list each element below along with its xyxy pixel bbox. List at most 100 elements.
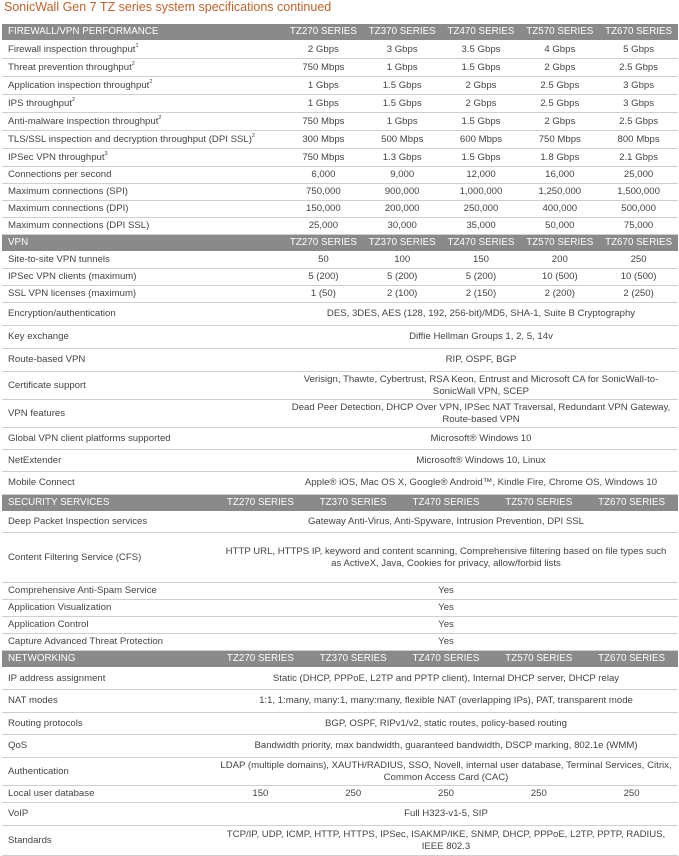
cell-value: Apple® iOS, Mac OS X, Google® Android™, …	[304, 477, 658, 489]
row-label: IPS throughput2	[2, 96, 284, 112]
cell-value: 1,500,000	[617, 186, 660, 198]
row-label-text: Anti-malware inspection throughput	[8, 115, 159, 127]
cell-value: 250	[623, 788, 640, 800]
table-row: IPSec VPN throughput3 750 Mbps 1.3 Gbps 1.5…	[2, 149, 678, 167]
cell-value: 1.5 Gbps	[461, 61, 501, 73]
column-header: TZ570 SERIES	[526, 237, 594, 249]
section-security: SECURITY SERVICES TZ270 SERIES TZ370 SERIE…	[2, 495, 678, 651]
cell-value: Verisign, Thawte, Cybertrust, RSA Keon, …	[303, 374, 659, 397]
cell-value: 1:1, 1:many, many:1, many:many, flexible…	[259, 695, 633, 707]
cell-value: BGP, OSPF, RIPv1/v2, static routes, poli…	[325, 717, 567, 729]
row-label-text: Maximum connections (DPI)	[8, 203, 129, 215]
row-label: Threat prevention throughput2	[2, 60, 284, 76]
section-firewall: FIREWALL/VPN PERFORMANCE TZ270 SERIES TZ37…	[2, 24, 678, 235]
cell-value: 2 Gbps	[307, 43, 339, 55]
cell-value: LDAP (multiple domains), XAUTH/RADIUS, S…	[220, 760, 672, 783]
table-row: Threat prevention throughput2 750 Mbps 1 G…	[2, 59, 678, 77]
cell-value: 1 Gbps	[307, 97, 339, 109]
cell-value: 750 Mbps	[302, 115, 345, 127]
column-header: TZ670 SERIES	[605, 26, 673, 38]
cell-value: 750,000	[306, 186, 341, 198]
table-row: TLS/SSL inspection and decryption throug…	[2, 131, 678, 149]
row-label: Application inspection throughput2	[2, 78, 284, 94]
row-label: Application Visualization	[2, 600, 214, 616]
cell-value: 150	[472, 254, 489, 266]
cell-value: 2.1 Gbps	[619, 151, 659, 163]
section-vpn: VPN TZ270 SERIES TZ370 SERIES TZ470 SERIES T…	[2, 235, 678, 495]
cell-value: 1,250,000	[538, 186, 582, 198]
cell-value: DES, 3DES, AES (128, 192, 256-bit)/MD5, …	[326, 308, 636, 320]
cell-value: 2 Gbps	[544, 61, 576, 73]
row-label: Application Control	[2, 617, 214, 633]
cell-value: 30,000	[387, 220, 417, 232]
cell-value: Static (DHCP, PPPoE, L2TP and PPTP clien…	[272, 672, 620, 684]
table-row: Certificate support Verisign, Thawte, Cyb…	[2, 372, 678, 400]
cell-value: 3 Gbps	[623, 97, 655, 109]
cell-value: 35,000	[466, 220, 496, 232]
cell-value: 1.5 Gbps	[382, 79, 422, 91]
cell-value: 6,000	[311, 169, 336, 181]
row-label-text: Application Visualization	[8, 602, 112, 614]
row-label-text: Maximum connections (SPI)	[8, 186, 128, 198]
cell-value: HTTP URL, HTTPS IP, keyword and content …	[225, 546, 667, 569]
table-row: NAT modes 1:1, 1:many, many:1, many:many,…	[2, 690, 678, 713]
cell-value: 3 Gbps	[386, 43, 418, 55]
row-label: Comprehensive Anti-Spam Service	[2, 583, 214, 599]
cell-value: 800 Mbps	[617, 133, 660, 145]
table-row: Global VPN client platforms supported Mic…	[2, 428, 678, 450]
footnote-marker: 2	[131, 60, 135, 67]
row-label-text: TLS/SSL inspection and decryption throug…	[8, 133, 252, 145]
column-header: TZ470 SERIES	[412, 497, 480, 509]
column-header: TZ270 SERIES	[289, 26, 357, 38]
row-label: SSL VPN licenses (maximum)	[2, 286, 284, 302]
section-header: VPN TZ270 SERIES TZ370 SERIES TZ470 SERIES T…	[2, 235, 678, 252]
cell-value: 4 Gbps	[544, 43, 576, 55]
column-header: TZ470 SERIES	[412, 653, 480, 665]
row-label-text: Encryption/authentication	[8, 308, 116, 320]
table-row: Application Visualization Yes	[2, 600, 678, 617]
section-header: SECURITY SERVICES TZ270 SERIES TZ370 SERIE…	[2, 495, 678, 512]
row-label: VPN features	[2, 406, 284, 422]
cell-value: 75,000	[623, 220, 654, 232]
cell-value: 2.5 Gbps	[619, 61, 659, 73]
row-label: Encryption/authentication	[2, 306, 284, 322]
table-row: QoS Bandwidth priority, max bandwidth, gu…	[2, 735, 678, 758]
cell-value: 25,000	[308, 220, 339, 232]
cell-value: 1.5 Gbps	[382, 97, 422, 109]
cell-value: 2 Gbps	[465, 79, 497, 91]
cell-value: 1.3 Gbps	[382, 151, 422, 163]
table-row: Connections per second 6,000 9,000 12,000 16…	[2, 167, 678, 184]
cell-value: 16,000	[545, 169, 575, 181]
cell-value: 2 (100)	[386, 288, 418, 300]
cell-value: Bandwidth priority, max bandwidth, guara…	[254, 740, 638, 752]
row-label: Key exchange	[2, 329, 284, 345]
cell-value: Full H323-v1-5, SIP	[404, 808, 488, 820]
row-label: IPSec VPN throughput3	[2, 150, 284, 166]
row-label-text: Application Control	[8, 619, 89, 631]
row-label: Mobile Connect	[2, 475, 284, 491]
row-label-text: IPSec VPN throughput	[8, 151, 105, 163]
cell-value: 750 Mbps	[302, 151, 345, 163]
table-row: Mobile Connect Apple® iOS, Mac OS X, Goog…	[2, 472, 678, 495]
row-label: Firewall inspection throughput1	[2, 42, 284, 58]
cell-value: 1 Gbps	[386, 115, 418, 127]
cell-value: 3.5 Gbps	[461, 43, 501, 55]
row-label: Deep Packet Inspection services	[2, 514, 214, 530]
footnote-marker: 2	[158, 114, 162, 121]
cell-value: 10 (500)	[541, 271, 578, 283]
column-header: TZ470 SERIES	[447, 237, 515, 249]
cell-value: 500,000	[621, 203, 656, 215]
column-header: TZ370 SERIES	[368, 26, 436, 38]
cell-value: 2.5 Gbps	[540, 97, 580, 109]
section-header: FIREWALL/VPN PERFORMANCE TZ270 SERIES TZ37…	[2, 24, 678, 41]
cell-value: Microsoft® Windows 10, Linux	[416, 454, 546, 466]
row-label-text: Route-based VPN	[8, 354, 86, 366]
row-label: Routing protocols	[2, 716, 214, 732]
table-row: Maximum connections (DPI) 150,000 200,000 2…	[2, 201, 678, 218]
column-header: TZ670 SERIES	[605, 237, 673, 249]
section-heading: VPN	[8, 237, 29, 249]
section-heading: FIREWALL/VPN PERFORMANCE	[8, 26, 159, 38]
cell-value: TCP/IP, UDP, ICMP, HTTP, HTTPS, IPSec, I…	[226, 829, 666, 852]
cell-value: 2 Gbps	[544, 115, 576, 127]
row-label-text: Mobile Connect	[8, 477, 75, 489]
